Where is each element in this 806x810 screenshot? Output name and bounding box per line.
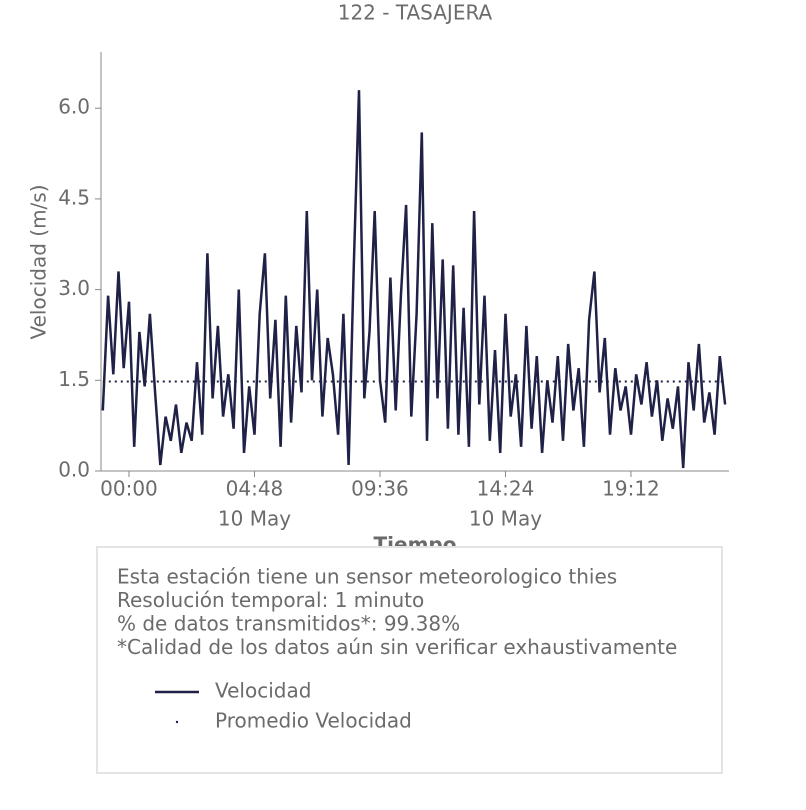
y-tick-label: 1.5: [58, 367, 90, 391]
y-axis-label: Velocidad (m/s): [27, 184, 51, 339]
x-tick-date: 10 May: [469, 507, 542, 531]
legend-label: Promedio Velocidad: [215, 709, 412, 733]
line-series: [101, 90, 727, 469]
y-tick-label: 3.0: [58, 276, 90, 300]
x-tick-label: 19:12: [602, 477, 660, 501]
x-tick-label: 00:00: [100, 477, 158, 501]
legend-marker: [175, 720, 179, 724]
info-note: *Calidad de los datos aún sin verificar …: [117, 635, 677, 659]
info-note: % de datos transmitidos*: 99.38%: [117, 612, 460, 636]
info-note: Resolución temporal: 1 minuto: [117, 588, 424, 612]
y-tick-label: 0.0: [58, 458, 90, 482]
x-tick-label: 04:48: [226, 477, 284, 501]
x-tick-date: 10 May: [218, 507, 291, 531]
info-note: Esta estación tiene un sensor meteorolog…: [117, 565, 617, 589]
x-tick-label: 09:36: [351, 477, 409, 501]
info-box: [96, 546, 723, 774]
y-tick-label: 6.0: [58, 95, 90, 119]
legend-label: Velocidad: [215, 679, 311, 703]
chart-title: 122 - TASAJERA: [338, 1, 493, 25]
x-tick-label: 14:24: [477, 477, 535, 501]
y-tick-label: 4.5: [58, 185, 90, 209]
